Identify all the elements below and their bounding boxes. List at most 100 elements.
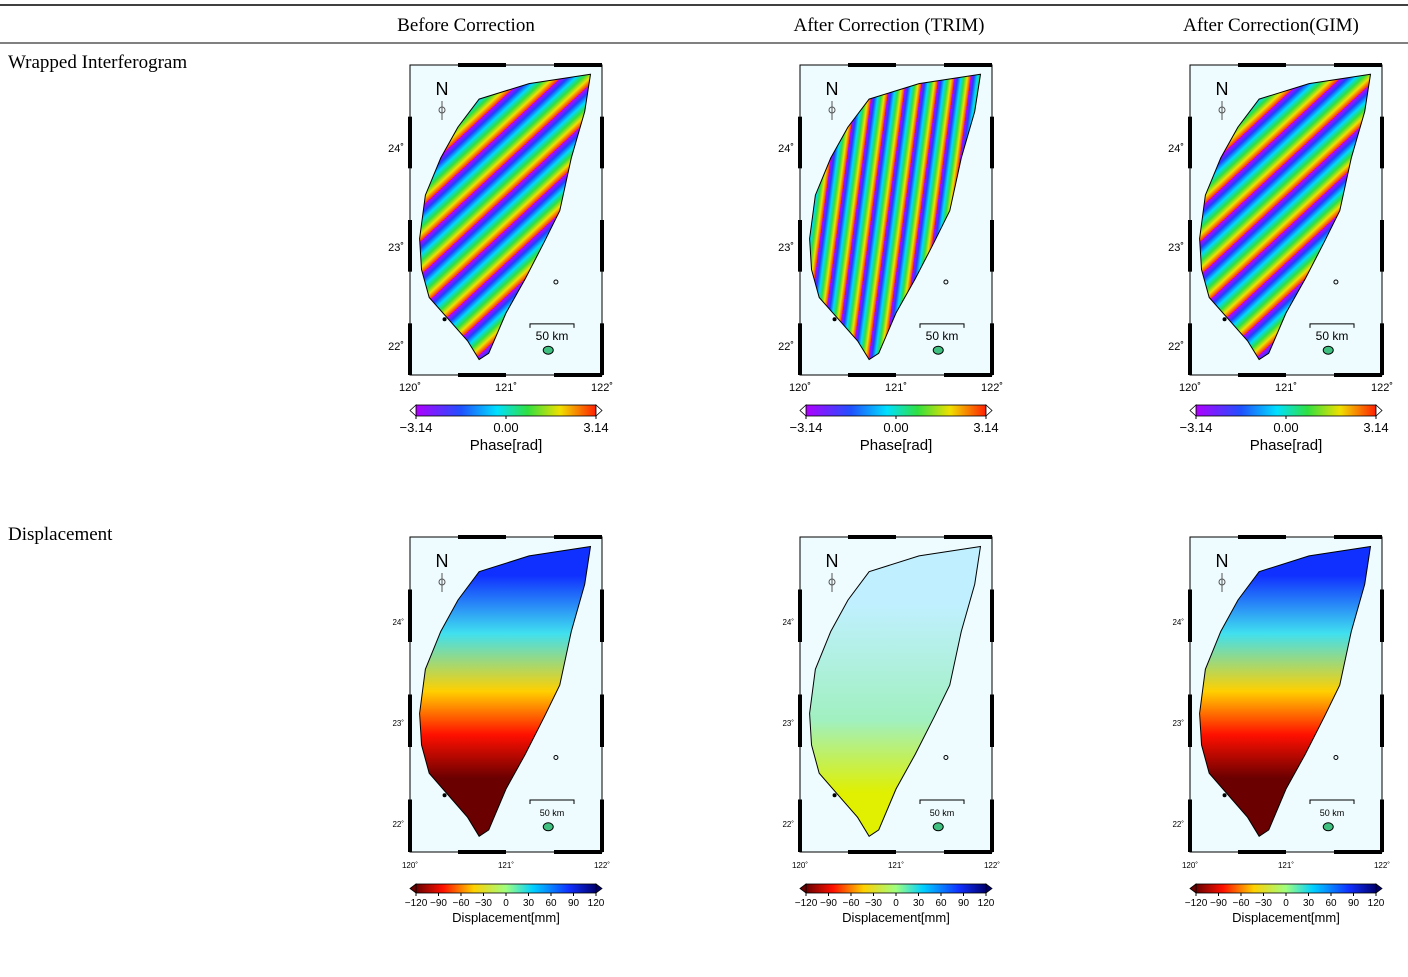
colorbar-tick-label: −60 [843,898,860,909]
colorbar-tick-label: 60 [545,898,557,909]
frame-tick [1380,220,1384,272]
frame-tick [1380,694,1384,747]
scale-label: 50 km [930,808,955,818]
colorbar [415,883,597,894]
lat-tick: 22˚ [1168,341,1184,353]
frame-tick [1380,799,1384,852]
islet [932,345,944,355]
colorbar-tick-label: −30 [865,898,882,909]
scale-bar [919,799,965,805]
frame-tick [600,323,604,375]
frame-tick [408,220,412,272]
lat-tick: 22˚ [388,341,404,353]
map-panel: N 50 km 24˚ 23˚ 22˚ 120˚ 121˚ 122˚ −3.14 0.00 3.14… [778,63,1003,454]
frame-tick [1238,850,1286,854]
lon-tick: 121˚ [1278,861,1294,870]
frame-tick [1380,116,1384,169]
scale-label: 50 km [1316,329,1349,343]
row-label: Displacement [8,524,113,545]
frame-tick [458,373,506,377]
frame-tick [1334,535,1382,539]
lon-tick: 122˚ [981,382,1003,394]
frame-tick [944,535,992,539]
colorbar-label: Displacement[mm] [842,910,950,925]
islet [553,279,559,285]
frame-tick [408,694,412,747]
islet [1322,822,1334,832]
lon-tick: 122˚ [1374,861,1390,870]
colorbar-tick-label: −60 [1233,898,1250,909]
colorbar-tick-label: −90 [820,898,837,909]
colorbar-end [799,404,807,417]
frame-tick [1188,799,1192,852]
islet [932,822,944,832]
frame-tick [1380,589,1384,642]
lon-tick: 122˚ [591,382,613,394]
lat-tick: 24˚ [388,143,404,155]
scale-label: 50 km [1320,808,1345,818]
frame-tick [1334,850,1382,854]
island [809,545,982,837]
frame-tick [990,694,994,747]
frame-tick [408,589,412,642]
scale-bar [1309,323,1355,328]
colorbar-tick-label: −60 [453,898,470,909]
islet [832,793,837,798]
frame-tick [990,799,994,852]
islet [943,279,949,285]
lat-tick: 22˚ [782,820,794,829]
frame-tick [944,850,992,854]
islet [553,755,559,760]
frame-tick [600,589,604,642]
lat-tick: 23˚ [1172,719,1184,728]
frame-tick [408,323,412,375]
frame-tick [848,850,896,854]
colorbar-tick-label: 120 [978,898,995,909]
colorbar-tick-label: 120 [588,898,605,909]
colorbar [415,404,597,417]
frame-tick [1238,63,1286,67]
frame-tick [408,116,412,169]
frame-tick [458,850,506,854]
lat-tick: 23˚ [778,242,794,254]
colorbar-label: Displacement[mm] [452,910,560,925]
lon-tick: 122˚ [984,861,1000,870]
colorbar [1195,883,1377,894]
islet [943,755,949,760]
frame-tick [600,220,604,272]
colorbar-tick-label: 3.14 [973,420,998,435]
colorbar-end [799,883,807,894]
island [1199,73,1372,361]
colorbar-tick-label: 0.00 [493,420,518,435]
lat-tick: 23˚ [782,719,794,728]
frame-tick [848,535,896,539]
frame-tick [1188,220,1192,272]
north-label: N [1216,551,1229,571]
colorbar-end [1189,404,1197,417]
island [809,73,982,361]
north-label: N [826,551,839,571]
frame-tick [554,63,602,67]
islet [442,793,447,798]
lon-tick: 120˚ [789,382,811,394]
column-header: After Correction (TRIM) [794,15,985,36]
frame-tick [798,694,802,747]
colorbar-tick-label: −120 [795,898,818,909]
colorbar-tick-label: 0.00 [883,420,908,435]
frame-tick [798,589,802,642]
frame-tick [848,63,896,67]
scale-label: 50 km [536,329,569,343]
frame-tick [554,373,602,377]
north-label: N [436,551,449,571]
colorbar-tick-label: −90 [430,898,447,909]
colorbar-tick-label: 30 [1303,898,1315,909]
frame-tick [798,220,802,272]
colorbar-label: Phase[rad] [860,437,933,454]
scale-label: 50 km [926,329,959,343]
frame-tick [1238,535,1286,539]
lat-tick: 24˚ [392,618,404,627]
frame-tick [1188,694,1192,747]
island [419,73,592,361]
lon-tick: 121˚ [885,382,907,394]
